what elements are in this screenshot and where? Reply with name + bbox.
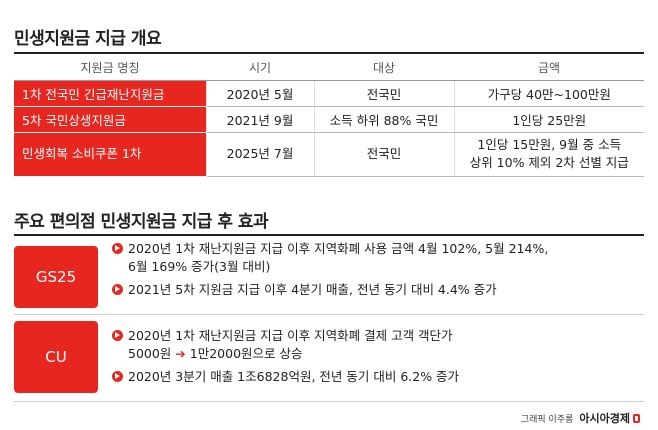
- effect-item: 2020년 3분기 매출 1조6828억원, 전년 동기 대비 6.2% 증가: [112, 368, 644, 386]
- brand-badge-gs25: GS25: [14, 246, 98, 308]
- row-amount-line: 1인당 15만원, 9월 중 소득: [477, 137, 622, 152]
- row-date: 2025년 7월: [205, 132, 314, 177]
- value-after: 1만2000원으로 상승: [189, 346, 303, 361]
- effect-line: 2021년 5차 지원금 지급 이후 4분기 매출, 전년 동기 대비 4.4%…: [128, 282, 497, 297]
- brand-badge-cu: CU: [14, 321, 98, 393]
- row-amount-line: 가구당 40만~100만원: [487, 86, 611, 102]
- group-divider: [14, 314, 644, 315]
- effects-title: 주요 편의점 민생지원금 지급 후 효과: [14, 212, 269, 232]
- effects-title-rule: [14, 234, 644, 236]
- row-amount: 가구당 40만~100만원: [453, 80, 644, 107]
- publisher-logo: 아시아경제: [579, 412, 630, 425]
- effect-line: 5000원 ➔ 1만2000원으로 상승: [128, 345, 644, 363]
- credit: 그래픽 이주롱 아시아경제: [521, 410, 640, 426]
- effect-line: 6월 169% 증가(3월 대비): [128, 259, 271, 274]
- bullet-arrow-icon: [112, 371, 123, 382]
- bullet-arrow-icon: [112, 284, 123, 295]
- row-amount-line: 상위 10% 제외 2차 선별 지급: [469, 155, 629, 170]
- effects-list-gs25: 2020년 1차 재난지원금 지급 이후 지역화폐 사용 금액 4월 102%,…: [112, 240, 644, 304]
- table-header-row: 지원금 명칭 시기 대상 금액: [14, 56, 644, 81]
- header-target: 대상: [314, 56, 454, 81]
- header-name: 지원금 명칭: [14, 56, 206, 81]
- table-row: 민생회복 소비쿠폰 1차 2025년 7월 전국민 1인당 15만원, 9월 중…: [14, 132, 644, 177]
- logo-mark-icon: [633, 413, 640, 423]
- row-amount-line: 1인당 25만원: [512, 112, 587, 128]
- effect-item: 2020년 1차 재난지원금 지급 이후 지역화폐 사용 금액 4월 102%,…: [112, 240, 644, 276]
- row-target: 전국민: [313, 80, 454, 107]
- header-date: 시기: [206, 56, 314, 81]
- header-amount: 금액: [454, 56, 644, 81]
- overview-title-rule: [14, 52, 644, 54]
- row-date: 2020년 5월: [205, 80, 314, 107]
- overview-title: 민생지원금 지급 개요: [14, 29, 162, 49]
- graphic-byline: 그래픽 이주롱: [520, 414, 574, 425]
- overview-table: 지원금 명칭 시기 대상 금액 1차 전국민 긴급재난지원금 2020년 5월 …: [14, 56, 644, 177]
- effect-line: 2020년 1차 재난지원금 지급 이후 지역화폐 결제 고객 객단가: [128, 328, 453, 343]
- table-row: 1차 전국민 긴급재난지원금 2020년 5월 전국민 가구당 40만~100만…: [14, 80, 644, 107]
- bullet-arrow-icon: [112, 243, 123, 254]
- effect-line: 2020년 3분기 매출 1조6828억원, 전년 동기 대비 6.2% 증가: [128, 369, 460, 384]
- row-target: 소득 하위 88% 국민: [313, 106, 454, 133]
- row-name: 5차 국민상생지원금: [14, 106, 206, 133]
- row-name: 1차 전국민 긴급재난지원금: [14, 80, 206, 107]
- effects-list-cu: 2020년 1차 재난지원금 지급 이후 지역화폐 결제 고객 객단가 5000…: [112, 327, 644, 391]
- effect-line: 2020년 1차 재난지원금 지급 이후 지역화폐 사용 금액 4월 102%,…: [128, 241, 549, 256]
- row-amount: 1인당 25만원: [453, 106, 644, 133]
- value-before: 5000원: [128, 346, 172, 361]
- table-row: 5차 국민상생지원금 2021년 9월 소득 하위 88% 국민 1인당 25만…: [14, 106, 644, 133]
- row-amount: 1인당 15만원, 9월 중 소득 상위 10% 제외 2차 선별 지급: [453, 132, 644, 177]
- row-target: 전국민: [313, 132, 454, 177]
- bottom-divider: [14, 401, 644, 402]
- effect-item: 2020년 1차 재난지원금 지급 이후 지역화폐 결제 고객 객단가 5000…: [112, 327, 644, 363]
- row-date: 2021년 9월: [205, 106, 314, 133]
- right-arrow-icon: ➔: [175, 346, 186, 361]
- row-name: 민생회복 소비쿠폰 1차: [14, 132, 206, 177]
- effect-item: 2021년 5차 지원금 지급 이후 4분기 매출, 전년 동기 대비 4.4%…: [112, 281, 644, 299]
- bullet-arrow-icon: [112, 330, 123, 341]
